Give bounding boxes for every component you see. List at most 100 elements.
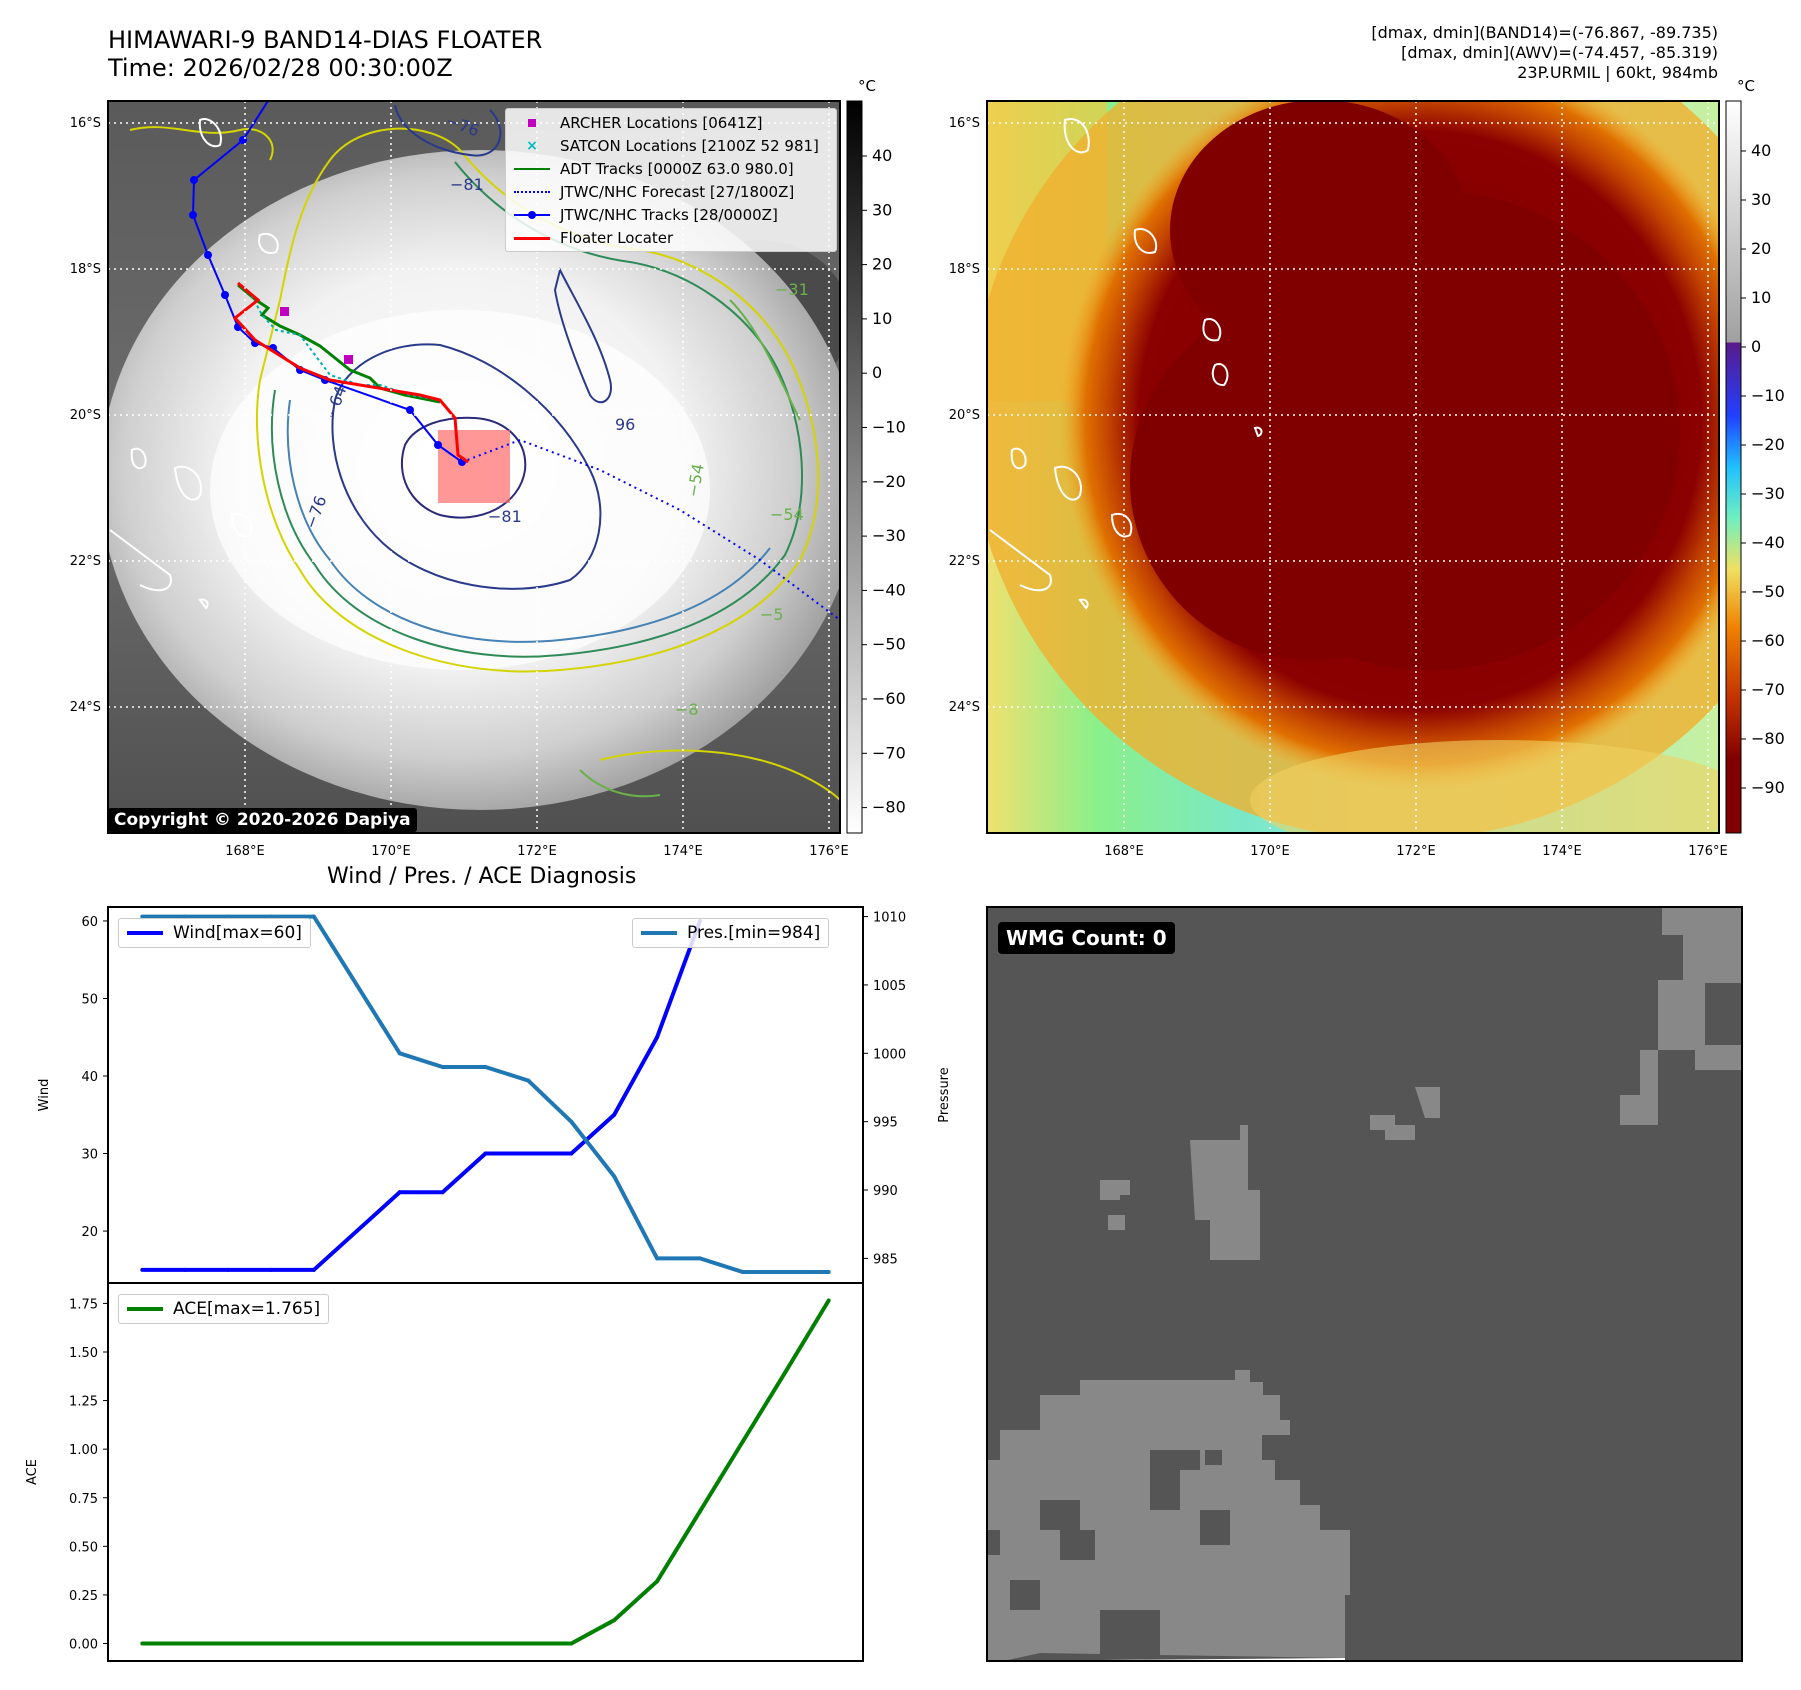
pressure-line-segment: [354, 982, 402, 1056]
colorbar-tick-label: −70: [1751, 680, 1785, 699]
colorbar-tick-label: 40: [872, 146, 892, 165]
ace-tick-label: 0.25: [69, 1589, 98, 1604]
legend-archer: ARCHER Locations [0641Z]: [506, 111, 836, 134]
ace-line-segment: [783, 1298, 831, 1374]
colorbar-tick-label: 0: [872, 363, 882, 382]
lat-label: 24°S: [949, 700, 980, 715]
colorbar-tick-label: 10: [1751, 288, 1771, 307]
pressure-tick-label: 1010: [873, 911, 906, 926]
ace-line-segment: [612, 1579, 660, 1623]
figure-title: HIMAWARI-9 BAND14-DIAS FLOATER Time: 202…: [108, 26, 542, 82]
colorbar-tick-label: 10: [872, 309, 892, 328]
pressure-line-segment: [483, 1064, 531, 1083]
colorbar-tick-label: −50: [1751, 582, 1785, 601]
wind-tick-label: 30: [81, 1148, 98, 1163]
storm-summary: 23P.URMIL | 60kt, 984mb: [1517, 63, 1718, 82]
storm-info: [dmax, dmin](BAND14)=(-76.867, -89.735) …: [1371, 23, 1718, 83]
colorbar-tick-label: −80: [872, 798, 906, 817]
lat-label: 20°S: [70, 408, 101, 423]
ace-tick-label: 1.25: [69, 1395, 98, 1410]
colorbar-tick-label: −60: [872, 689, 906, 708]
ace-line-segment: [569, 1618, 617, 1646]
lat-label: 20°S: [949, 408, 980, 423]
wmg-panel: [986, 906, 1743, 1662]
colorbar-tick-label: 20: [1751, 239, 1771, 258]
ir-colorbar-ticks: 40 30 20 10 0 −10 −20 −30 −40 −50 −60 −70 −80: [862, 146, 906, 817]
legend-forecast: JTWC/NHC Forecast [27/1800Z]: [506, 180, 836, 203]
ace-axis-label: ACE: [25, 1459, 40, 1485]
wind-line-segment: [354, 1190, 402, 1234]
line-swatch-icon: [641, 926, 677, 940]
ace-line-segment: [655, 1509, 702, 1584]
colorbar-tick-label: −60: [1751, 631, 1785, 650]
wind-line-segment: [612, 1035, 660, 1117]
lon-label: 172°E: [517, 844, 557, 859]
wind-tick-label: 40: [81, 1070, 98, 1085]
contour-label: −5: [760, 605, 784, 624]
lat-label: 22°S: [949, 554, 980, 569]
ace-legend: ACE[max=1.765]: [118, 1294, 330, 1324]
legend-label: JTWC/NHC Forecast [27/1800Z]: [560, 182, 795, 201]
pressure-series: [140, 914, 831, 1275]
satellite-title: HIMAWARI-9 BAND14-DIAS FLOATER: [108, 26, 543, 54]
contour-label: −81: [488, 507, 522, 526]
contour-label: −31: [775, 280, 809, 299]
pressure-line-segment: [526, 1078, 574, 1124]
dotted-line-icon: [514, 185, 550, 199]
x-marker-icon: ×: [526, 137, 538, 154]
time-stamp: Time: 2026/02/28 00:30:00Z: [108, 54, 453, 82]
lon-label: 168°E: [225, 844, 265, 859]
diagnosis-title: Wind / Pres. / ACE Diagnosis: [327, 864, 637, 889]
lat-label: 24°S: [70, 700, 101, 715]
colorbar-tick-label: −50: [872, 635, 906, 654]
band14-range: [dmax, dmin](BAND14)=(-76.867, -89.735): [1371, 23, 1718, 42]
wind-legend: Wind[max=60]: [118, 918, 311, 948]
lat-label: 18°S: [949, 262, 980, 277]
pressure-line-segment: [397, 1051, 445, 1069]
lat-label: 18°S: [70, 262, 101, 277]
colorbar-tick-label: −20: [872, 472, 906, 491]
pressure-line-segment: [697, 1256, 745, 1275]
dias-colorbar: [1725, 100, 1742, 834]
pressure-tick-label: 1000: [873, 1047, 906, 1062]
ace-series: [140, 1298, 831, 1646]
pressure-legend-label: Pres.[min=984]: [687, 923, 821, 943]
ace-tick-label: 1.50: [69, 1346, 98, 1361]
copyright-badge: Copyright © 2020-2026 Dapiya: [108, 808, 417, 832]
ace-legend-label: ACE[max=1.765]: [173, 1299, 321, 1319]
line-swatch-icon: [127, 926, 163, 940]
dias-map-panel: 16°S 18°S 20°S 22°S 24°S 168°E 170°E 172…: [949, 100, 1785, 859]
square-marker-icon: [514, 116, 550, 130]
colorbar-tick-label: 0: [1751, 337, 1761, 356]
dias-colorbar-ticks: 40 30 20 10 0 −10 −20 −30 −40 −50 −60 −70 −80 −90: [1741, 141, 1785, 797]
ace-tick-label: 0.50: [69, 1540, 98, 1555]
dias-imagery: [987, 101, 1719, 833]
lat-label: 16°S: [949, 116, 980, 131]
lon-label: 174°E: [663, 844, 703, 859]
ace-line-segment: [740, 1369, 788, 1444]
colorbar-tick-label: −70: [872, 743, 906, 762]
pressure-axis-label: Pressure: [937, 1067, 952, 1123]
contour-label: −8: [675, 700, 699, 719]
legend-satcon: × SATCON Locations [2100Z 52 981]: [506, 134, 836, 157]
legend-label: ADT Tracks [0000Z 63.0 980.0]: [560, 159, 794, 178]
wind-tick-label: 20: [81, 1225, 98, 1240]
lat-label: 16°S: [70, 116, 101, 131]
colorbar-tick-label: 30: [872, 200, 892, 219]
legend-adt: ADT Tracks [0000Z 63.0 980.0]: [506, 157, 836, 180]
legend-label: Floater Locater: [560, 228, 674, 247]
lon-label: 176°E: [1688, 844, 1728, 859]
ace-tick-label: 0.00: [69, 1638, 98, 1653]
pressure-tick-label: 995: [873, 1116, 898, 1131]
colorbar-tick-label: −30: [872, 526, 906, 545]
colorbar-tick-label: −10: [1751, 386, 1785, 405]
colorbar-tick-label: −90: [1751, 778, 1785, 797]
lon-label: 170°E: [1250, 844, 1290, 859]
contour-label: −54: [770, 505, 804, 524]
lon-label: 168°E: [1104, 844, 1144, 859]
dot-line-icon: [514, 208, 550, 222]
contour-label: 96: [615, 415, 635, 434]
colorbar-tick-label: −40: [872, 580, 906, 599]
colorbar-tick-label: 20: [872, 255, 892, 274]
